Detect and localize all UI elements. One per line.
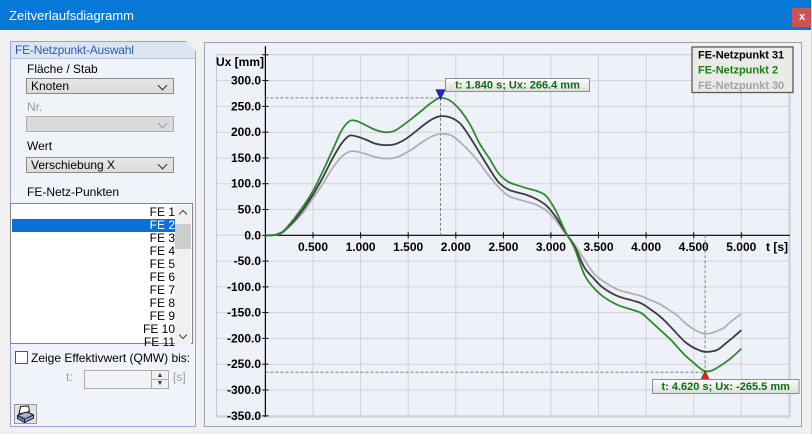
svg-text:t: 4.620 s; Ux: -265.5 mm: t: 4.620 s; Ux: -265.5 mm — [662, 381, 791, 393]
svg-text:t [s]: t [s] — [766, 240, 788, 254]
svg-text:1.500: 1.500 — [393, 240, 423, 254]
svg-text:-350.0: -350.0 — [227, 409, 261, 423]
svg-text:3.000: 3.000 — [536, 240, 566, 254]
svg-text:-150.0: -150.0 — [227, 306, 261, 320]
svg-text:50.0: 50.0 — [238, 203, 262, 217]
svg-text:-300.0: -300.0 — [227, 383, 261, 397]
svg-text:300.0: 300.0 — [231, 74, 261, 88]
svg-text:2.000: 2.000 — [441, 240, 471, 254]
svg-text:FE-Netzpunkt 30: FE-Netzpunkt 30 — [698, 80, 784, 92]
svg-text:Ux [mm]: Ux [mm] — [216, 55, 264, 69]
svg-text:3.500: 3.500 — [583, 240, 613, 254]
svg-text:4.500: 4.500 — [679, 240, 709, 254]
svg-text:0.500: 0.500 — [298, 240, 328, 254]
svg-text:t: 1.840 s; Ux: 266.4 mm: t: 1.840 s; Ux: 266.4 mm — [455, 80, 580, 92]
svg-text:5.000: 5.000 — [726, 240, 756, 254]
svg-text:250.0: 250.0 — [231, 99, 261, 113]
svg-text:0.0: 0.0 — [244, 228, 261, 242]
svg-text:-50.0: -50.0 — [234, 254, 262, 268]
svg-text:150.0: 150.0 — [231, 151, 261, 165]
svg-text:4.000: 4.000 — [631, 240, 661, 254]
svg-text:200.0: 200.0 — [231, 125, 261, 139]
svg-text:-100.0: -100.0 — [227, 280, 261, 294]
svg-text:2.500: 2.500 — [488, 240, 518, 254]
svg-text:FE-Netzpunkt 2: FE-Netzpunkt 2 — [698, 65, 778, 77]
svg-text:-200.0: -200.0 — [227, 331, 261, 345]
svg-text:100.0: 100.0 — [231, 177, 261, 191]
svg-text:1.000: 1.000 — [346, 240, 376, 254]
svg-text:FE-Netzpunkt 31: FE-Netzpunkt 31 — [698, 50, 784, 62]
svg-text:-250.0: -250.0 — [227, 357, 261, 371]
